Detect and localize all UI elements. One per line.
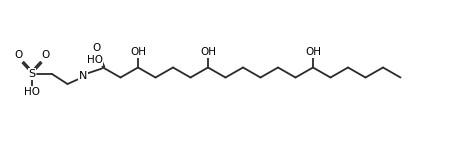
Text: OH: OH xyxy=(200,47,216,57)
Text: N: N xyxy=(79,71,87,81)
Text: O: O xyxy=(14,49,22,59)
Text: HO: HO xyxy=(87,55,103,65)
Text: OH: OH xyxy=(130,47,146,57)
Text: HO: HO xyxy=(24,87,40,97)
Text: S: S xyxy=(28,69,36,79)
Text: O: O xyxy=(41,49,49,59)
Text: O: O xyxy=(92,43,100,53)
Text: OH: OH xyxy=(305,47,321,57)
